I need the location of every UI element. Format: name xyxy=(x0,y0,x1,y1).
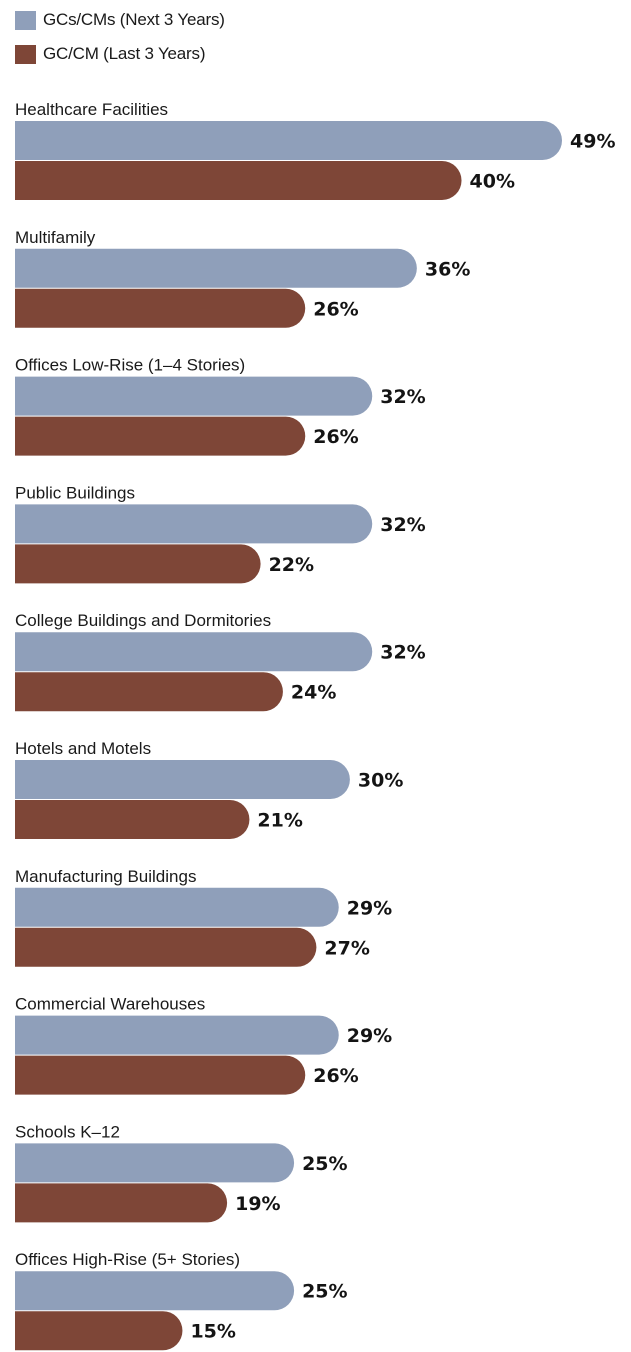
value-label-offices-high-rise-5-stories-next: 25% xyxy=(302,1281,347,1303)
value-label-schools-k-12-next: 25% xyxy=(302,1153,347,1175)
legend-item-last: GC/CM (Last 3 Years) xyxy=(15,43,205,65)
bar-hotels-and-motels-last xyxy=(15,800,250,839)
bar-public-buildings-next xyxy=(15,504,373,544)
bar-college-buildings-and-dormitories-last xyxy=(15,672,283,712)
value-label-public-buildings-next: 32% xyxy=(380,514,425,536)
bar-offices-high-rise-5-stories-next xyxy=(15,1271,295,1311)
category-label-hotels-and-motels: Hotels and Motels xyxy=(15,739,151,758)
bar-schools-k-12-last xyxy=(15,1183,228,1223)
legend-item-next: GCs/CMs (Next 3 Years) xyxy=(15,9,225,31)
legend-swatch-last xyxy=(15,44,36,64)
category-label-commercial-warehouses: Commercial Warehouses xyxy=(15,995,205,1014)
category-label-healthcare-facilities: Healthcare Facilities xyxy=(15,100,168,119)
bar-manufacturing-buildings-next xyxy=(15,887,339,927)
category-label-offices-high-rise-5-stories: Offices High-Rise (5+ Stories) xyxy=(15,1250,240,1269)
legend-label-next: GCs/CMs (Next 3 Years) xyxy=(43,10,225,29)
legend-swatch-next xyxy=(15,10,36,30)
value-label-hotels-and-motels-last: 21% xyxy=(257,810,302,832)
bar-public-buildings-last xyxy=(15,544,261,584)
bar-manufacturing-buildings-last xyxy=(15,927,317,967)
category-label-manufacturing-buildings: Manufacturing Buildings xyxy=(15,867,196,886)
value-label-healthcare-facilities-next: 49% xyxy=(570,131,615,153)
category-label-offices-low-rise-1-4-stories: Offices Low-Rise (1–4 Stories) xyxy=(15,356,245,375)
value-label-manufacturing-buildings-last: 27% xyxy=(324,937,369,959)
value-label-multifamily-last: 26% xyxy=(313,298,358,320)
category-label-public-buildings: Public Buildings xyxy=(15,483,135,502)
value-label-manufacturing-buildings-next: 29% xyxy=(347,897,392,919)
value-label-commercial-warehouses-next: 29% xyxy=(347,1025,392,1047)
category-label-schools-k-12: Schools K–12 xyxy=(15,1122,120,1141)
value-label-college-buildings-and-dormitories-next: 32% xyxy=(380,642,425,664)
value-label-multifamily-next: 36% xyxy=(425,258,470,280)
legend-label-last: GC/CM (Last 3 Years) xyxy=(43,44,206,63)
value-label-offices-low-rise-1-4-stories-next: 32% xyxy=(380,386,425,408)
bar-healthcare-facilities-next xyxy=(15,121,562,160)
bar-multifamily-last xyxy=(15,288,306,328)
value-label-healthcare-facilities-last: 40% xyxy=(470,171,515,193)
bar-commercial-warehouses-last xyxy=(15,1055,306,1095)
value-label-offices-low-rise-1-4-stories-last: 26% xyxy=(313,426,358,448)
bar-schools-k-12-next xyxy=(15,1143,295,1183)
bar-commercial-warehouses-next xyxy=(15,1015,339,1055)
bar-multifamily-next xyxy=(15,248,417,288)
bar-hotels-and-motels-next xyxy=(15,760,350,799)
category-label-multifamily: Multifamily xyxy=(15,228,96,247)
bar-healthcare-facilities-last xyxy=(15,161,462,200)
bar-offices-low-rise-1-4-stories-last xyxy=(15,416,306,456)
bar-offices-high-rise-5-stories-last xyxy=(15,1311,183,1351)
value-label-commercial-warehouses-last: 26% xyxy=(313,1065,358,1087)
value-label-schools-k-12-last: 19% xyxy=(235,1193,280,1215)
bar-offices-low-rise-1-4-stories-next xyxy=(15,376,373,416)
value-label-college-buildings-and-dormitories-last: 24% xyxy=(291,682,336,704)
category-label-college-buildings-and-dormitories: College Buildings and Dormitories xyxy=(15,611,271,630)
value-label-public-buildings-last: 22% xyxy=(269,554,314,576)
value-label-offices-high-rise-5-stories-last: 15% xyxy=(190,1321,235,1343)
bar-college-buildings-and-dormitories-next xyxy=(15,632,373,672)
value-label-hotels-and-motels-next: 30% xyxy=(358,770,403,792)
